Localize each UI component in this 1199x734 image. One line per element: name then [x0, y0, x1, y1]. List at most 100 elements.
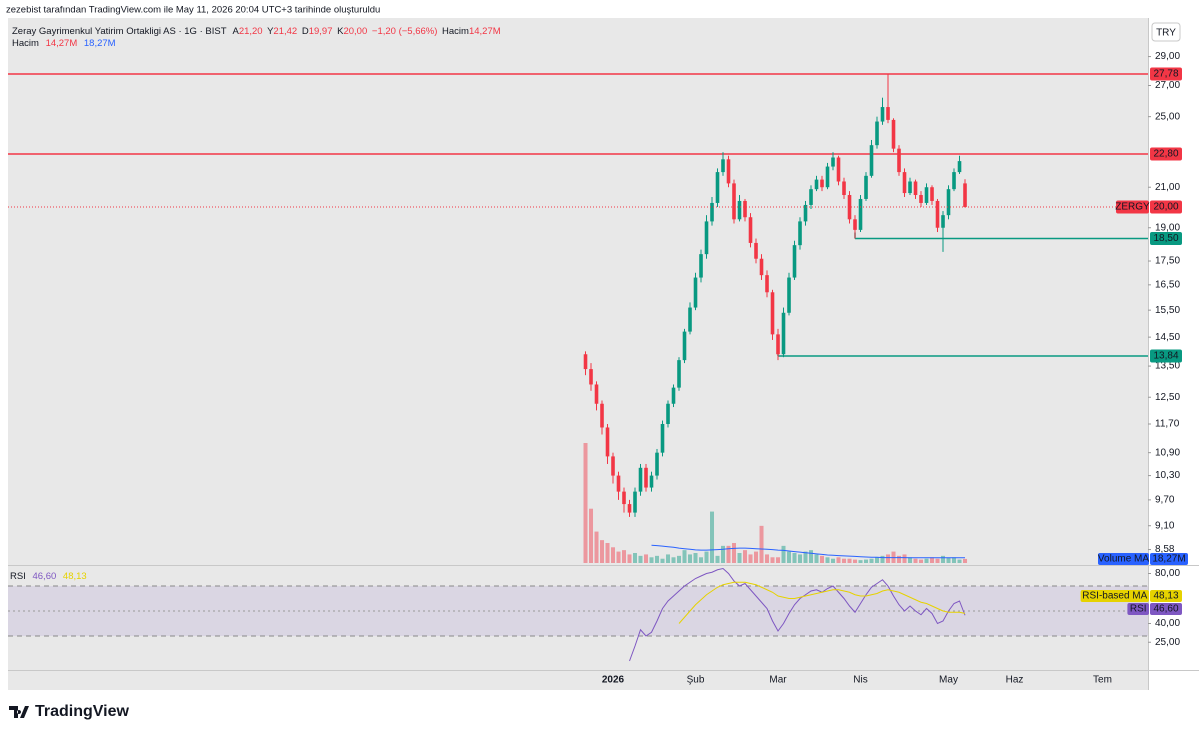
x-tick-label: Nis: [853, 675, 867, 686]
volume-bar: [880, 555, 885, 563]
last-price-box: [1150, 200, 1182, 214]
volume-bar: [952, 557, 957, 563]
candle-body: [836, 157, 841, 182]
volume-bar: [825, 557, 830, 563]
last-price-label: 20,00: [1153, 202, 1178, 213]
attribution: zezebist tarafından TradingView.com ile …: [6, 5, 380, 16]
volume-legend-ma: 18,27M: [84, 38, 116, 49]
y-tick-label: 27,00: [1155, 80, 1180, 91]
volume-bar: [710, 511, 715, 563]
level-label-box: [1150, 349, 1182, 363]
logo-icon: [9, 706, 29, 718]
volume-legend: Hacim 14,27M 18,27M: [12, 38, 116, 49]
ohlc-label: D: [302, 26, 309, 37]
candle-body: [737, 200, 742, 220]
series-value: 46,60: [1153, 604, 1178, 615]
candle-body: [820, 179, 824, 188]
volume-bar: [611, 547, 616, 563]
candle-body: [963, 183, 967, 207]
y-tick-label: 40,00: [1155, 618, 1180, 629]
rsi-value: 46,60: [32, 571, 56, 582]
candle-body: [660, 424, 665, 453]
candle-body: [715, 172, 720, 203]
volume-ma-value-box: [1150, 553, 1188, 565]
candle-body: [924, 187, 929, 203]
volume-bar: [699, 557, 704, 563]
series-value-box: [1150, 603, 1182, 615]
candle-body: [946, 189, 951, 216]
volume-bar: [853, 559, 858, 563]
candle-body: [765, 275, 769, 293]
volume-bar: [732, 543, 737, 563]
volume-bar: [677, 555, 682, 563]
candle-body: [897, 148, 901, 173]
volume-bar: [715, 555, 720, 563]
candle-body: [798, 221, 802, 246]
volume-bar: [655, 555, 660, 563]
candle-body: [825, 166, 830, 188]
logo-text: TradingView: [35, 703, 130, 720]
candle-body: [721, 159, 725, 173]
series-name-box: [1127, 603, 1149, 615]
volume-bar: [660, 558, 665, 563]
series-name-box: [1080, 590, 1149, 602]
volume-bar: [649, 557, 654, 563]
volume-bar: [726, 545, 731, 563]
volume-bar: [682, 550, 687, 563]
candle-body: [842, 181, 846, 196]
y-tick-label: 16,50: [1155, 279, 1180, 290]
volume-bar: [858, 560, 863, 563]
y-tick-label: 9,10: [1155, 520, 1175, 531]
x-tick-label: Mar: [769, 675, 787, 686]
candle-body: [875, 121, 879, 146]
y-tick-label: 21,00: [1155, 182, 1180, 193]
y-tick-label: 10,30: [1155, 470, 1180, 481]
candle-body: [649, 475, 654, 488]
level-label-box: [1150, 147, 1182, 161]
volume-bar: [594, 531, 599, 563]
volume-bar: [589, 508, 594, 563]
candle-body: [869, 145, 874, 176]
volume-bar: [765, 554, 770, 563]
series-value: 48,13: [1153, 591, 1178, 602]
candle-body: [908, 181, 912, 194]
volume-ma-name-box: [1098, 553, 1149, 565]
candle-body: [688, 307, 692, 332]
candle-body: [600, 403, 604, 428]
y-tick-label: 29,00: [1155, 51, 1180, 62]
ohlc-label: Y: [267, 26, 274, 37]
volume-ma-line: [651, 544, 966, 559]
x-tick-label: Tem: [1093, 675, 1112, 686]
currency-box[interactable]: [1151, 22, 1181, 42]
volume-bar: [781, 545, 786, 563]
volume-bar: [941, 555, 946, 563]
y-tick-label: 12,50: [1155, 392, 1180, 403]
candle-body: [886, 107, 890, 120]
volume-bar: [842, 558, 847, 563]
level-label: 18,50: [1153, 233, 1178, 244]
volume-bar: [754, 551, 759, 563]
series-name: RSI: [1130, 604, 1147, 615]
rsi-line: [678, 581, 966, 624]
y-tick-label: 14,50: [1155, 332, 1180, 343]
volume-bar: [704, 551, 709, 563]
candle-body: [627, 504, 632, 513]
candle-body: [633, 491, 637, 513]
volume-bar: [616, 551, 621, 563]
y-tick-label: 25,00: [1155, 111, 1180, 122]
volume-bar: [902, 554, 907, 563]
volume-bar: [930, 557, 935, 563]
y-tick-label: 8,58: [1155, 544, 1175, 555]
currency[interactable]: TRY: [1156, 28, 1176, 39]
x-tick-label: Haz: [1006, 675, 1024, 686]
candle-body: [831, 157, 835, 167]
symbol-label: ZERGY: [1115, 202, 1150, 213]
volume-bar: [792, 553, 797, 563]
ohlc-value: 19,97: [309, 26, 333, 37]
volume-bar: [875, 557, 880, 563]
rsi-ma-value: 48,13: [63, 571, 87, 582]
rsi-legend: RSI 46,60 48,13: [10, 571, 87, 582]
volume-bar: [957, 559, 962, 563]
